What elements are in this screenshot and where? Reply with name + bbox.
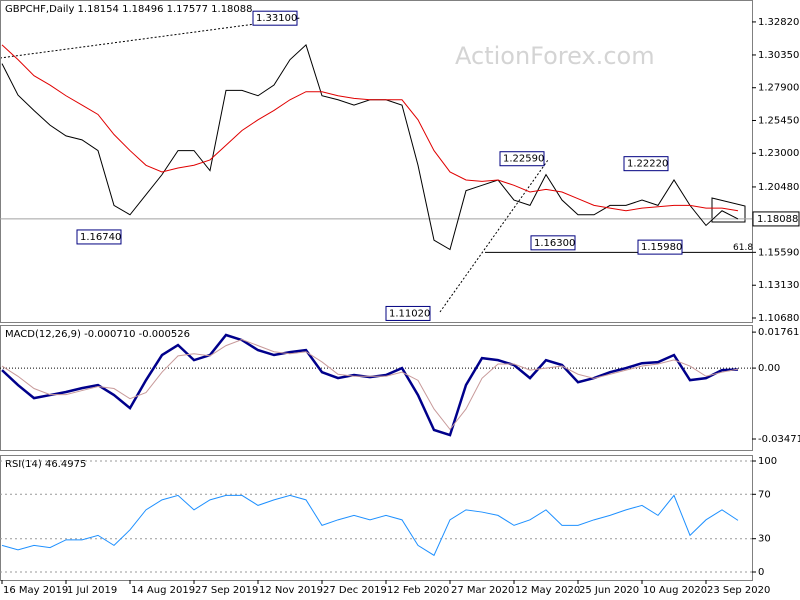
y-tick-label: 1.20480 [758, 182, 799, 193]
x-tick-label: 27 Mar 2020 [451, 585, 514, 596]
annotation-box [252, 10, 298, 26]
panel-frame [0, 0, 753, 323]
series-line [1, 338, 739, 431]
y-tick-label: 1.30350 [758, 50, 799, 61]
x-tick-label: 25 Jun 2020 [579, 585, 639, 596]
series-line [1, 44, 739, 212]
series-line [1, 494, 739, 557]
annotation-label: 1.15980 [641, 242, 682, 253]
annotation-box [385, 305, 431, 321]
y-tick-label: 1.32820 [758, 17, 799, 28]
price-box [752, 211, 800, 227]
x-tick-label: 12 Feb 2020 [387, 585, 449, 596]
annotation-box [637, 239, 683, 255]
y-tick-label: 1.13130 [758, 280, 799, 291]
fib-label: 61.8 [733, 243, 753, 253]
series-line [1, 333, 739, 437]
watermark: ActionForex.com [455, 42, 655, 70]
x-tick-label: 12 May 2020 [515, 585, 580, 596]
annotation-label: 1.22590 [503, 154, 544, 165]
x-tick-label: 27 Sep 2019 [195, 585, 258, 596]
y-tick-label: 1.27900 [758, 83, 799, 94]
annotation-label: 1.16740 [80, 232, 121, 243]
x-tick-label: 23 Sep 2020 [707, 585, 770, 596]
annotation-box [499, 151, 545, 167]
x-tick-label: 1 Jul 2019 [67, 585, 117, 596]
x-tick-label: 14 Aug 2019 [131, 585, 195, 596]
x-tick-label: 12 Nov 2019 [259, 585, 323, 596]
y-tick-label: 1.10680 [758, 313, 799, 324]
annotation-label: 1.16300 [534, 238, 575, 249]
annotation-box [530, 235, 576, 251]
panel-title: MACD(12,26,9) -0.000710 -0.000526 [5, 329, 190, 340]
pattern [711, 197, 746, 223]
current-price-label: 1.18088 [757, 214, 798, 225]
y-tick-label: 70 [758, 489, 771, 500]
annotation-label: 1.33100 [256, 13, 297, 24]
x-tick-label: 27 Dec 2019 [323, 585, 387, 596]
y-tick-label: 1.25450 [758, 115, 799, 126]
annotation-label: 1.22220 [627, 159, 668, 170]
panel-title: RSI(14) 46.4975 [5, 459, 86, 470]
y-tick-label: 1.23000 [758, 148, 799, 159]
x-tick-label: 10 Aug 2020 [643, 585, 707, 596]
trendline [439, 159, 549, 313]
y-tick-label: 0.017617 [758, 327, 800, 338]
y-tick-label: 0.00 [758, 363, 780, 374]
y-tick-label: 30 [758, 534, 771, 545]
annotation-box [623, 156, 669, 172]
annotation-box [76, 229, 122, 245]
y-tick-label: 1.15590 [758, 247, 799, 258]
panel-frame [0, 325, 753, 451]
panel-title: GBPCHF,Daily 1.18154 1.18496 1.17577 1.1… [5, 4, 253, 15]
x-tick-label: 16 May 2019 [3, 585, 68, 596]
trendline [0, 17, 301, 59]
y-tick-label: -0.034711 [758, 434, 800, 445]
annotation-label: 1.11020 [389, 308, 430, 319]
y-tick-label: 100 [758, 456, 777, 467]
panel-frame [0, 455, 753, 581]
y-tick-label: 0 [758, 567, 764, 578]
